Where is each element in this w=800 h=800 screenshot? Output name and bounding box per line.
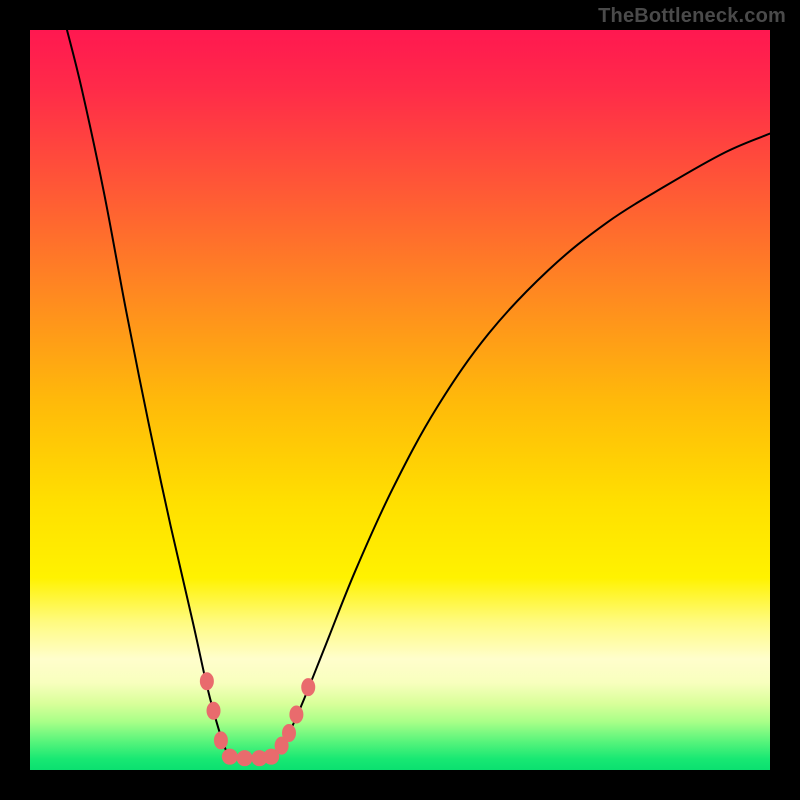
curve-marker xyxy=(289,706,303,724)
curve-marker xyxy=(301,678,315,696)
curve-marker xyxy=(237,750,253,766)
chart-svg xyxy=(30,30,770,770)
curve-marker xyxy=(207,702,221,720)
figure-root: TheBottleneck.com xyxy=(0,0,800,800)
curve-marker xyxy=(214,731,228,749)
watermark-text: TheBottleneck.com xyxy=(598,5,786,28)
plot-background xyxy=(30,30,770,770)
curve-marker xyxy=(200,672,214,690)
curve-marker xyxy=(282,724,296,742)
curve-marker xyxy=(222,749,238,765)
plot-area xyxy=(30,30,770,770)
